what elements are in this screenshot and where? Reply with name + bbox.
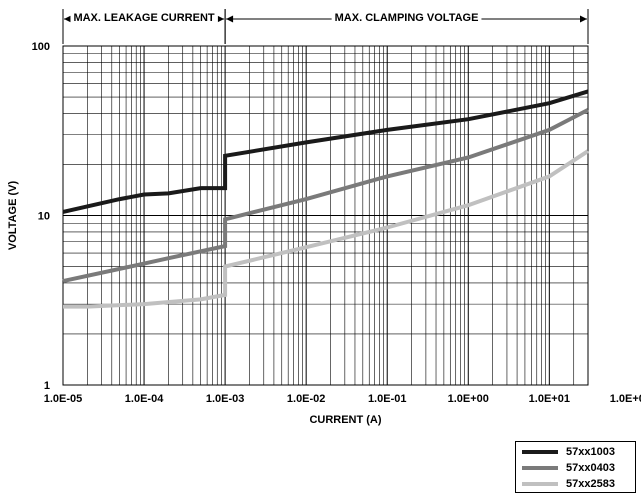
- region-label-background: [70, 10, 218, 25]
- tick-labels: 1.0E-05 1.0E-04 1.0E-03 1.0E-02 1.0E-01 1.0E+…: [32, 41, 641, 405]
- legend-label: 57xx2583: [566, 478, 615, 490]
- region-label-background: [331, 10, 482, 25]
- legend-item: 57xx0403: [522, 461, 615, 475]
- series-line-57xx2583: [63, 149, 590, 309]
- series-line-57xx0403: [62, 108, 589, 284]
- arrowhead-right-icon: [580, 15, 587, 23]
- legend-swatch: [522, 482, 558, 486]
- arrowhead-right-icon: [217, 15, 225, 23]
- arrowhead-left-icon: [64, 15, 71, 23]
- legend: 57xx1003 57xx0403 57xx2583: [515, 441, 636, 493]
- x-tick-label: 1.0E+00: [448, 393, 489, 405]
- region-label: MAX. CLAMPING VOLTAGE: [335, 12, 479, 24]
- legend-label: 57xx0403: [566, 462, 615, 474]
- series-line-57xx1003: [62, 89, 589, 214]
- y-tick-label: 1: [44, 380, 50, 392]
- legend-item: 57xx1003: [522, 445, 615, 459]
- arrowhead-left-icon: [226, 15, 234, 23]
- x-tick-label: 1.0E+02: [610, 393, 641, 405]
- y-tick-label: 10: [38, 211, 50, 223]
- plot-border: [62, 45, 589, 386]
- x-tick-label: 1.0E-03: [206, 393, 245, 405]
- x-tick-label: 1.0E-01: [368, 393, 407, 405]
- legend-item: 57xx2583: [522, 477, 615, 491]
- legend-swatch: [522, 466, 558, 470]
- y-tick-label: 100: [32, 41, 50, 53]
- grid-lines: [62, 45, 589, 386]
- data-series: [62, 89, 590, 309]
- y-axis-label: VOLTAGE (V): [7, 181, 19, 251]
- region-label: MAX. LEAKAGE CURRENT: [73, 12, 214, 24]
- legend-swatch: [522, 450, 558, 454]
- x-tick-label: 1.0E+01: [529, 393, 570, 405]
- x-tick-label: 1.0E-04: [125, 393, 164, 405]
- x-tick-label: 1.0E-02: [287, 393, 326, 405]
- x-tick-label: 1.0E-05: [44, 393, 83, 405]
- x-axis-label: CURRENT (A): [309, 414, 381, 426]
- region-annotations: MAX. LEAKAGE CURRENT MAX. CLAMPING VOLTAG…: [62, 9, 589, 44]
- legend-label: 57xx1003: [566, 446, 615, 458]
